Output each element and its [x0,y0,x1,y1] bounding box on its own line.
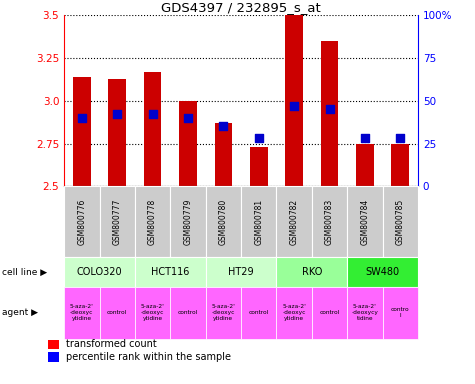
Text: GSM800781: GSM800781 [254,199,263,245]
Bar [108,79,126,186]
Bar [383,287,418,339]
Text: GSM800779: GSM800779 [183,199,192,245]
Text: GSM800778: GSM800778 [148,199,157,245]
Text: 5-aza-2'
-deoxyc
ytidine: 5-aza-2' -deoxyc ytidine [141,305,164,321]
Bar [64,257,135,287]
Text: GSM800782: GSM800782 [290,199,299,245]
Point [290,103,298,109]
Text: 5-aza-2'
-deoxyc
ytidine: 5-aza-2' -deoxyc ytidine [211,305,235,321]
Bar [241,287,276,339]
Bar [64,287,100,339]
Bar [250,147,267,186]
Bar [48,340,59,349]
Bar [347,287,383,339]
Bar [312,186,347,257]
Bar [64,186,100,257]
Bar [73,77,91,186]
Point [326,106,333,113]
Text: GSM800780: GSM800780 [219,199,228,245]
Text: RKO: RKO [302,267,322,277]
Text: GSM800777: GSM800777 [113,199,122,245]
Bar [171,287,206,339]
Text: control: control [248,310,269,315]
Bar [206,186,241,257]
Bar [285,15,303,186]
Point [149,111,156,118]
Point [219,123,227,129]
Bar [383,186,418,257]
Bar [144,72,162,186]
Bar [179,101,197,186]
Bar [321,41,338,186]
Text: transformed count: transformed count [66,339,157,349]
Bar [171,186,206,257]
Bar [135,186,171,257]
Bar [276,257,347,287]
Bar [206,257,276,287]
Point [397,135,404,141]
Text: HT29: HT29 [228,267,254,277]
Bar [241,186,276,257]
Bar [391,144,409,186]
Bar [100,186,135,257]
Text: cell line ▶: cell line ▶ [2,268,48,276]
Point [255,135,263,141]
Text: SW480: SW480 [366,267,399,277]
Point [184,115,192,121]
Title: GDS4397 / 232895_s_at: GDS4397 / 232895_s_at [161,1,321,14]
Text: GSM800776: GSM800776 [77,199,86,245]
Bar [347,186,383,257]
Point [78,115,86,121]
Bar [48,352,59,362]
Bar [356,144,374,186]
Bar [135,287,171,339]
Point [361,135,369,141]
Bar [347,257,418,287]
Bar [276,186,312,257]
Text: 5-aza-2'
-deoxycy
tidine: 5-aza-2' -deoxycy tidine [352,305,379,321]
Bar [100,287,135,339]
Text: percentile rank within the sample: percentile rank within the sample [66,352,231,362]
Bar [276,287,312,339]
Bar [206,287,241,339]
Text: agent ▶: agent ▶ [2,308,38,317]
Text: 5-aza-2'
-deoxyc
ytidine: 5-aza-2' -deoxyc ytidine [282,305,306,321]
Text: control: control [178,310,198,315]
Text: GSM800783: GSM800783 [325,199,334,245]
Text: COLO320: COLO320 [76,267,123,277]
Text: GSM800784: GSM800784 [361,199,370,245]
Text: 5-aza-2'
-deoxyc
ytidine: 5-aza-2' -deoxyc ytidine [70,305,94,321]
Text: control: control [319,310,340,315]
Bar [312,287,347,339]
Bar [215,123,232,186]
Bar [135,257,206,287]
Text: HCT116: HCT116 [151,267,190,277]
Point [114,111,121,118]
Text: control: control [107,310,127,315]
Text: GSM800785: GSM800785 [396,199,405,245]
Text: contro
l: contro l [391,307,409,318]
